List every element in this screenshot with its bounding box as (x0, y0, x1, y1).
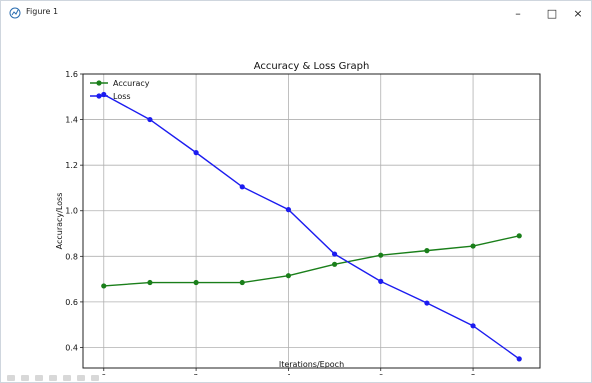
accuracy-point (378, 252, 384, 258)
accuracy-series (101, 233, 522, 289)
title-bar[interactable]: Figure 1 – □ × (1, 1, 591, 25)
loss-point (378, 278, 384, 284)
save-icon[interactable] (91, 375, 99, 381)
accuracy-point (424, 248, 430, 254)
accuracy-point (331, 261, 338, 267)
figure-toolbar (7, 373, 207, 383)
y-tick-label: 1.4 (65, 116, 78, 125)
loss-point (285, 207, 292, 213)
loss-point (470, 323, 476, 329)
back-icon[interactable] (21, 375, 29, 381)
loss-series (101, 91, 522, 362)
configure-icon[interactable] (77, 375, 85, 381)
figure-canvas-area: 024680.40.60.81.01.21.41.6 Accuracy & Lo… (2, 25, 590, 382)
loss-point (239, 184, 245, 190)
close-icon: × (573, 6, 583, 20)
accuracy-legend-marker (96, 80, 102, 86)
pan-icon[interactable] (49, 375, 57, 381)
x-axis-label: Iterations/Epoch (279, 360, 344, 369)
legend: Accuracy Loss (90, 79, 150, 101)
loss-point (331, 251, 338, 257)
loss-point (193, 150, 199, 156)
chart-title: Accuracy & Loss Graph (254, 61, 370, 72)
y-tick-label: 0.6 (65, 298, 78, 307)
accuracy-point (516, 233, 522, 239)
accuracy-point (285, 273, 292, 279)
window-title: Figure 1 (26, 7, 59, 16)
maximize-icon: □ (546, 6, 558, 20)
y-tick-label: 1.0 (65, 207, 78, 216)
plot-frame (82, 73, 541, 369)
loss-point (516, 356, 522, 362)
accuracy-point (101, 283, 107, 289)
figure-app-icon (9, 7, 21, 19)
minimize-icon: – (515, 6, 521, 20)
minimize-button[interactable]: – (507, 5, 529, 21)
loss-point (424, 300, 430, 306)
loss-legend-marker (96, 93, 102, 99)
accuracy-point (239, 279, 245, 286)
accuracy-point (147, 279, 153, 286)
series-lines (101, 91, 522, 362)
accuracy-loss-chart[interactable]: 024680.40.60.81.01.21.41.6 Accuracy & Lo… (2, 25, 590, 382)
x-tick-label: 6 (378, 373, 383, 375)
x-tick-label: 4 (286, 373, 291, 375)
accuracy-point (470, 243, 476, 249)
x-tick-label: 8 (471, 373, 476, 375)
loss-point (147, 116, 153, 123)
y-tick-label: 1.6 (65, 70, 78, 79)
zoom-icon[interactable] (63, 375, 71, 381)
accuracy-legend-label: Accuracy (113, 79, 150, 88)
forward-icon[interactable] (35, 375, 43, 381)
y-tick-label: 0.8 (65, 252, 78, 261)
loss-legend-label: Loss (113, 92, 131, 101)
accuracy-point (193, 279, 199, 286)
close-button[interactable]: × (567, 5, 589, 21)
home-icon[interactable] (7, 375, 15, 381)
y-tick-label: 0.4 (65, 343, 78, 352)
maximize-button[interactable]: □ (541, 5, 563, 21)
y-axis-label: Accuracy/Loss (55, 193, 64, 250)
accuracy-line (103, 235, 520, 287)
y-tick-label: 1.2 (65, 161, 78, 170)
loss-line (103, 93, 520, 360)
plot-background (83, 74, 540, 368)
